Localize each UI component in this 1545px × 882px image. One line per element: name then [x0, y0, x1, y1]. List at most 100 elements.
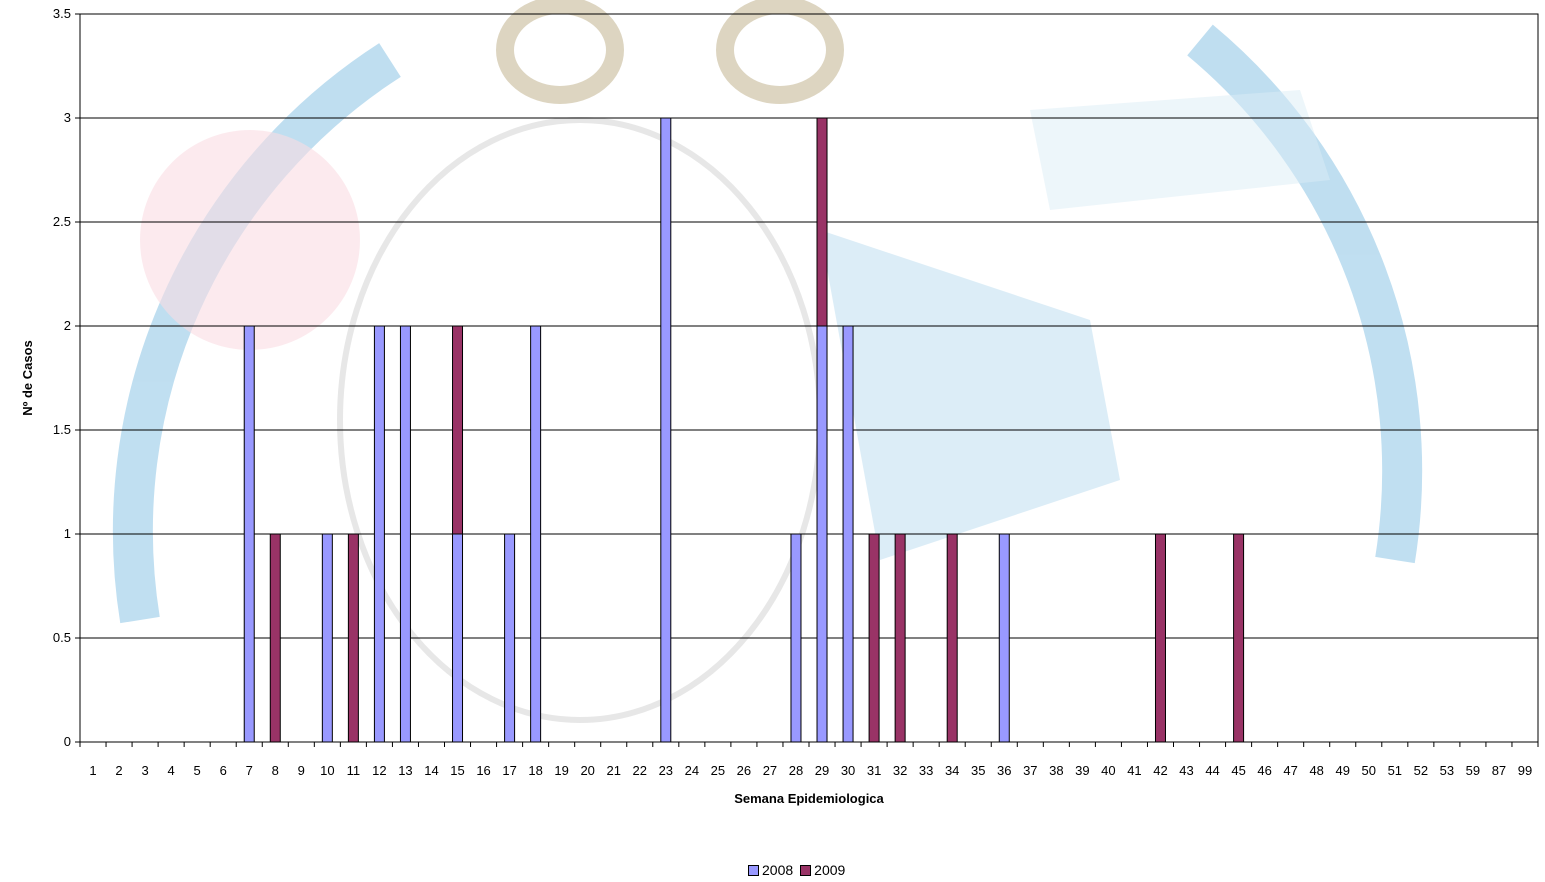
x-tick-label-13: 13	[398, 763, 412, 778]
x-tick-label-20: 20	[580, 763, 594, 778]
bar-2008-week-7	[243, 325, 255, 743]
y-tick-label-1: 1	[64, 526, 71, 541]
x-tick-label-48: 48	[1309, 763, 1323, 778]
x-tick-label-33: 33	[919, 763, 933, 778]
x-tick-label-26: 26	[737, 763, 751, 778]
x-tick-label-30: 30	[841, 763, 855, 778]
x-tick-label-27: 27	[763, 763, 777, 778]
x-tick-label-45: 45	[1231, 763, 1245, 778]
x-tick-label-25: 25	[711, 763, 725, 778]
x-tick-label-37: 37	[1023, 763, 1037, 778]
x-tick-label-40: 40	[1101, 763, 1115, 778]
legend-label-2008: 2008	[762, 862, 794, 878]
x-tick-label-53: 53	[1440, 763, 1454, 778]
x-tick-label-29: 29	[815, 763, 829, 778]
x-tick-label-8: 8	[272, 763, 279, 778]
x-tick-label-1: 1	[89, 763, 96, 778]
x-tick-label-49: 49	[1335, 763, 1349, 778]
x-tick-label-47: 47	[1283, 763, 1297, 778]
x-tick-label-21: 21	[606, 763, 620, 778]
x-tick-label-41: 41	[1127, 763, 1141, 778]
x-tick-label-31: 31	[867, 763, 881, 778]
y-tick-label-3: 3	[64, 110, 71, 125]
x-tick-label-4: 4	[168, 763, 175, 778]
x-tick-label-28: 28	[789, 763, 803, 778]
x-tick-label-44: 44	[1205, 763, 1219, 778]
bar-2008-week-29	[816, 325, 828, 743]
bar-2008-week-10	[321, 533, 333, 743]
x-tick-label-24: 24	[685, 763, 699, 778]
legend-swatch-2008	[748, 864, 759, 876]
bar-2008-week-13	[399, 325, 411, 743]
bar-2008-week-18	[530, 325, 542, 743]
bar-2009-week-29	[816, 117, 828, 327]
bar-2008-week-17	[504, 533, 516, 743]
x-tick-label-19: 19	[554, 763, 568, 778]
x-tick-label-18: 18	[528, 763, 542, 778]
x-tick-label-39: 39	[1075, 763, 1089, 778]
x-tick-label-38: 38	[1049, 763, 1063, 778]
x-tick-label-50: 50	[1362, 763, 1376, 778]
bar-2009-week-32	[894, 533, 906, 743]
legend-swatch-2009	[800, 864, 812, 876]
x-tick-label-51: 51	[1388, 763, 1402, 778]
y-tick-label-2.5: 2.5	[53, 214, 71, 229]
x-tick-label-14: 14	[424, 763, 438, 778]
x-tick-label-7: 7	[246, 763, 253, 778]
bar-2009-week-8	[269, 533, 281, 743]
x-tick-label-42: 42	[1153, 763, 1167, 778]
plot-area-border	[79, 13, 1539, 743]
x-tick-label-9: 9	[298, 763, 305, 778]
x-tick-label-36: 36	[997, 763, 1011, 778]
x-tick-labels: 1 2 3 4 5 6 7 8 9 10 11 12 13 14 15 16 17 18 19 20 21 22 23 24 2…	[89, 763, 1532, 778]
y-tick-label-3.5: 3.5	[53, 6, 71, 21]
x-tick-label-12: 12	[372, 763, 386, 778]
x-tick-label-11: 11	[347, 763, 361, 778]
bar-2008-week-12	[373, 325, 385, 743]
bar-2009-week-31	[868, 533, 880, 743]
x-tick-label-22: 22	[633, 763, 647, 778]
x-tick-label-16: 16	[476, 763, 490, 778]
x-tick-label-3: 3	[141, 763, 148, 778]
y-tick-label-0.5: 0.5	[53, 630, 71, 645]
x-tick-label-87: 87	[1492, 763, 1506, 778]
legend-label-2009: 2009	[814, 862, 846, 878]
x-tick-label-32: 32	[893, 763, 907, 778]
x-tick-label-2: 2	[115, 763, 122, 778]
bars	[243, 117, 1245, 743]
y-tick-labels: 0 0.5 1 1.5 2 2.5 3 3.5	[53, 6, 71, 749]
bar-2008-week-15	[452, 533, 464, 743]
bar-2008-week-36	[998, 533, 1010, 743]
bar-2008-week-28	[790, 533, 802, 743]
bar-2008-week-30	[842, 325, 854, 743]
x-tick-label-15: 15	[450, 763, 464, 778]
x-tick-label-46: 46	[1257, 763, 1271, 778]
bar-2009-week-34	[946, 533, 958, 743]
x-tick-label-5: 5	[194, 763, 201, 778]
gridlines	[75, 13, 1538, 743]
legend-item-2008: 2008	[748, 862, 793, 878]
x-tick-label-17: 17	[502, 763, 516, 778]
x-tick-label-34: 34	[945, 763, 959, 778]
x-tick-label-99: 99	[1518, 763, 1532, 778]
x-tick-label-23: 23	[659, 763, 673, 778]
x-tick-label-43: 43	[1179, 763, 1193, 778]
bar-2009-week-15	[452, 325, 464, 535]
y-tick-label-1.5: 1.5	[53, 422, 71, 437]
bar-2009-week-45	[1233, 533, 1245, 743]
x-tick-label-52: 52	[1414, 763, 1428, 778]
x-tick-label-10: 10	[320, 763, 334, 778]
x-axis-title: Semana Epidemiologica	[734, 791, 884, 806]
bar-2009-week-11	[347, 533, 359, 743]
y-tick-label-2: 2	[64, 318, 71, 333]
legend: 2008 2009	[748, 862, 848, 878]
y-axis-title: Nº de Casos	[20, 340, 35, 416]
y-tick-label-0: 0	[64, 734, 71, 749]
x-tick-label-6: 6	[220, 763, 227, 778]
bar-2009-week-42	[1154, 533, 1166, 743]
bar-2008-week-23	[660, 117, 672, 743]
axes	[79, 13, 1539, 747]
legend-item-2009: 2009	[800, 862, 845, 878]
